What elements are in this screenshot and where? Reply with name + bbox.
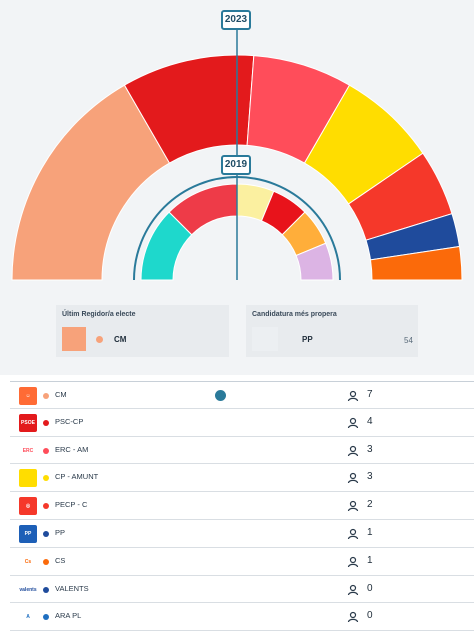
person-icon bbox=[347, 390, 359, 402]
party-name: PSC-CP bbox=[55, 416, 84, 426]
party-color-dot bbox=[43, 614, 49, 621]
inner-segment-5[interactable] bbox=[295, 242, 334, 281]
seat-count: 1 bbox=[367, 526, 373, 538]
seat-count: 0 bbox=[367, 610, 373, 622]
party-name: ARA PL bbox=[55, 611, 82, 621]
person-icon bbox=[347, 612, 359, 623]
last-elected-card: Últim Regidor/a electe CM bbox=[56, 305, 229, 357]
person-icon bbox=[347, 473, 359, 484]
party-name: PP bbox=[55, 527, 66, 537]
party-logo-icon: PP bbox=[19, 524, 37, 543]
party-logo-icon: PSOE bbox=[19, 413, 37, 432]
table-row[interactable]: PSOE PSC-CP 4 bbox=[10, 409, 474, 437]
seat-count: 3 bbox=[367, 471, 373, 483]
party-logo-icon: CUP bbox=[19, 469, 37, 488]
party-logo-icon: ☺ bbox=[19, 387, 37, 405]
person-icon bbox=[347, 445, 359, 456]
hemicycle-panel: 2023 2019 Últim Regidor/a electe CM Cand… bbox=[0, 0, 474, 375]
party-color-dot bbox=[43, 447, 49, 454]
table-row[interactable]: PP PP 1 bbox=[10, 520, 474, 548]
table-row[interactable]: CUP CP - AMUNT 3 bbox=[10, 464, 474, 493]
seat-count: 2 bbox=[367, 499, 373, 511]
last-elected-swatch bbox=[62, 327, 86, 351]
party-logo-icon: valents bbox=[19, 580, 37, 599]
last-elected-dot bbox=[96, 336, 103, 343]
outer-segment-6[interactable] bbox=[369, 245, 463, 281]
party-color-dot bbox=[43, 503, 49, 510]
last-elected-marker-icon bbox=[215, 390, 226, 401]
closest-candidate-title: Candidatura més propera bbox=[252, 311, 337, 318]
seat-count: 4 bbox=[367, 415, 373, 427]
party-name: ERC - AM bbox=[55, 444, 89, 454]
table-row[interactable]: ERC ERC - AM 3 bbox=[10, 437, 474, 465]
seat-count: 0 bbox=[367, 582, 373, 594]
party-name: CM bbox=[55, 390, 67, 399]
closest-candidate-votes: 54 bbox=[404, 336, 413, 345]
party-logo-icon: ERC bbox=[19, 441, 37, 460]
seat-count: 7 bbox=[367, 389, 373, 400]
seat-count: 3 bbox=[367, 443, 373, 455]
last-elected-title: Últim Regidor/a electe bbox=[62, 311, 136, 318]
person-icon bbox=[347, 528, 359, 540]
party-color-dot bbox=[43, 558, 49, 565]
party-name: PECP - C bbox=[55, 500, 88, 510]
person-icon bbox=[347, 417, 359, 428]
table-row[interactable]: ◎ PECP - C 2 bbox=[10, 492, 474, 520]
table-row[interactable]: Cs CS 1 bbox=[10, 548, 474, 576]
party-color-dot bbox=[43, 419, 49, 426]
table-row[interactable]: ☺ CM 7 bbox=[10, 381, 474, 409]
last-elected-party: CM bbox=[114, 335, 127, 344]
year-tag-2023: 2023 bbox=[221, 10, 251, 30]
party-logo-icon: ◎ bbox=[19, 497, 37, 516]
person-icon bbox=[347, 584, 359, 595]
table-row[interactable]: valents VALENTS 0 bbox=[10, 576, 474, 604]
seat-count: 1 bbox=[367, 554, 373, 566]
hemicycle-chart bbox=[11, 30, 463, 281]
party-name: VALENTS bbox=[55, 583, 89, 593]
party-name: CS bbox=[55, 555, 66, 565]
closest-candidate-card: Candidatura més propera PP 54 bbox=[246, 305, 418, 357]
party-color-dot bbox=[43, 475, 49, 482]
results-table: ☺ CM 7 PSOE PSC-CP 4 ERC ERC - AM 3 CUP CP - AMUNT… bbox=[10, 381, 474, 632]
party-logo-icon: Cs bbox=[19, 552, 37, 571]
year-tag-2019: 2019 bbox=[221, 155, 251, 175]
party-color-dot bbox=[43, 530, 49, 537]
closest-candidate-party: PP bbox=[302, 335, 313, 344]
person-icon bbox=[347, 501, 359, 512]
person-icon bbox=[347, 556, 359, 567]
table-row[interactable]: A ARA PL 0 bbox=[10, 603, 474, 632]
party-color-dot bbox=[43, 586, 49, 593]
party-name: CP - AMUNT bbox=[55, 472, 99, 482]
party-logo-icon: A bbox=[19, 608, 37, 627]
party-color-dot bbox=[43, 393, 49, 399]
closest-candidate-swatch bbox=[252, 327, 278, 351]
